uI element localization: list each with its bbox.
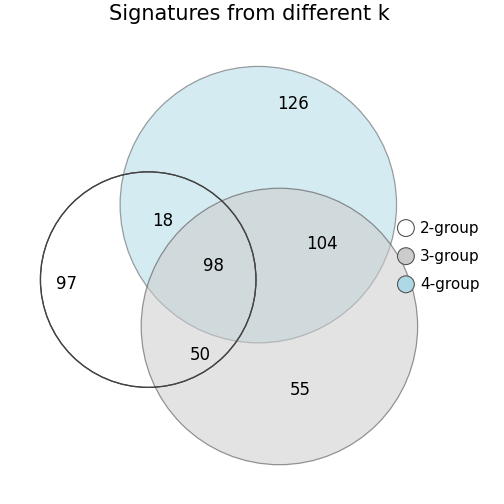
- Text: 55: 55: [290, 381, 311, 399]
- Circle shape: [141, 188, 418, 465]
- Text: 126: 126: [278, 95, 309, 113]
- Text: 18: 18: [152, 212, 173, 230]
- Text: 97: 97: [56, 275, 77, 293]
- Text: 4-group: 4-group: [420, 277, 480, 292]
- Text: 2-group: 2-group: [420, 221, 480, 235]
- Text: 50: 50: [190, 346, 210, 363]
- Circle shape: [398, 276, 414, 293]
- Text: 98: 98: [203, 257, 224, 275]
- Circle shape: [120, 67, 397, 343]
- Title: Signatures from different k: Signatures from different k: [108, 4, 389, 24]
- Circle shape: [398, 220, 414, 236]
- Circle shape: [398, 248, 414, 265]
- Text: 104: 104: [306, 235, 337, 254]
- Text: 3-group: 3-group: [420, 248, 480, 264]
